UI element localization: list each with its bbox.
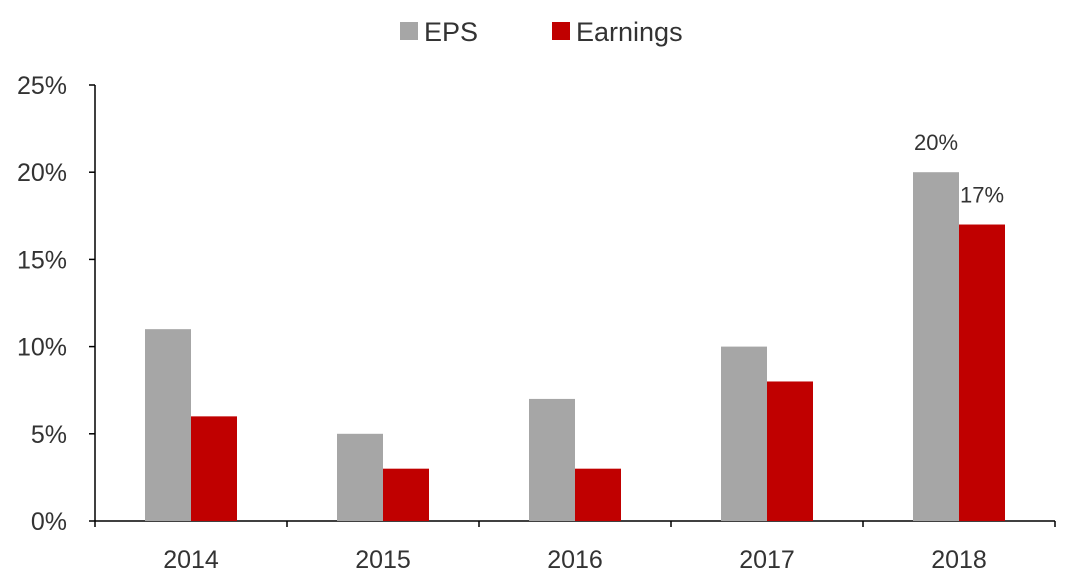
legend-label-eps: EPS xyxy=(424,17,478,47)
bar-eps-2016 xyxy=(529,398,575,521)
data-label: 20% xyxy=(914,130,958,155)
legend-label-earnings: Earnings xyxy=(576,17,683,47)
bars xyxy=(145,172,1005,521)
bar-earnings-2015 xyxy=(383,468,429,521)
y-tick-label: 10% xyxy=(17,334,67,362)
bar-eps-2018 xyxy=(913,172,959,521)
data-labels: 20% 17% xyxy=(914,130,1004,207)
x-tick-label: 2017 xyxy=(739,546,795,574)
x-tick-label: 2016 xyxy=(547,546,603,574)
bar-earnings-2016 xyxy=(575,468,621,521)
y-tick-label: 20% xyxy=(17,159,67,187)
bar-earnings-2018 xyxy=(959,224,1005,521)
legend-swatch-eps xyxy=(400,22,418,40)
legend-swatch-earnings xyxy=(552,22,570,40)
x-axis: 2014 2015 2016 2017 2018 xyxy=(94,520,1056,574)
x-tick-label: 2014 xyxy=(163,546,219,574)
bar-earnings-2014 xyxy=(191,416,237,521)
bar-eps-2015 xyxy=(337,433,383,521)
legend: EPS Earnings xyxy=(400,17,683,47)
y-tick-label: 0% xyxy=(31,508,67,536)
y-axis: 0% 5% 10% 15% 20% 25% xyxy=(17,72,96,536)
x-tick-label: 2015 xyxy=(355,546,411,574)
y-tick-label: 15% xyxy=(17,246,67,274)
bar-eps-2014 xyxy=(145,329,191,521)
y-tick-label: 25% xyxy=(17,72,67,100)
x-tick-label: 2018 xyxy=(931,546,987,574)
data-label: 17% xyxy=(960,183,1004,208)
bar-eps-2017 xyxy=(721,346,767,521)
bar-earnings-2017 xyxy=(767,381,813,521)
y-tick-label: 5% xyxy=(31,421,67,449)
